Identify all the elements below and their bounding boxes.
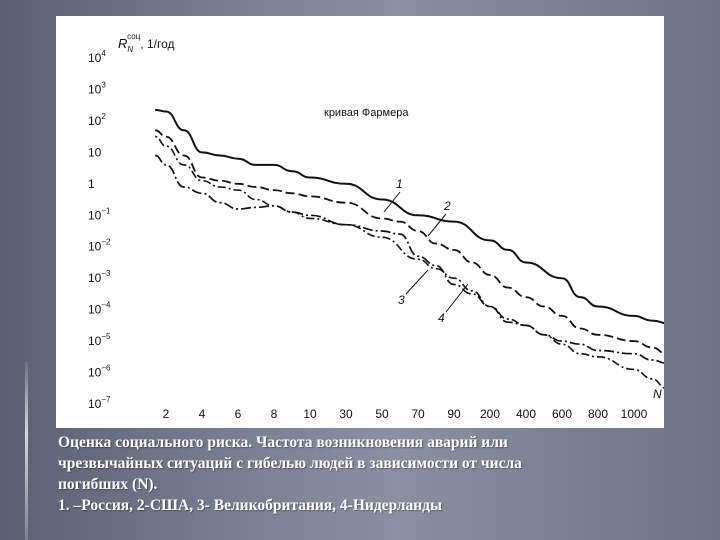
risk-chart: 10410310210110−110−210−310−410−510−610−7… — [88, 32, 664, 421]
y-tick-label: 10 — [88, 145, 102, 159]
series-label-4: 4 — [438, 311, 445, 325]
x-tick-label: 8 — [271, 407, 278, 421]
series-label-leader-4 — [445, 283, 469, 313]
caption-line-3: погибших (N). — [58, 476, 158, 493]
y-tick-label: 10−3 — [88, 269, 111, 285]
x-tick-label: 90 — [447, 407, 461, 421]
x-tick-label: 6 — [235, 407, 242, 421]
series-label-2: 2 — [443, 199, 451, 213]
x-tick-label: 600 — [552, 407, 572, 421]
x-tick-label: 30 — [339, 407, 353, 421]
series-label-leader-1 — [383, 191, 401, 213]
x-tick-label: 1000 — [621, 407, 648, 421]
y-tick-label: 10−5 — [88, 332, 111, 348]
series-label-leader-2 — [427, 213, 447, 237]
chart-panel: 104 103 102 10 1 10−1 10−2 10−3 10−4 10−5 10−6 10−7… — [56, 16, 664, 428]
y-tick-label: 10−6 — [88, 364, 111, 380]
caption: Оценка социального риска. Частота возник… — [58, 432, 708, 516]
farmer-curve-annotation: кривая Фармера — [324, 107, 409, 119]
series-line-3 — [155, 154, 664, 364]
series-line-2 — [155, 129, 664, 355]
series-line-4 — [155, 135, 664, 389]
series-label-leader-3 — [405, 269, 429, 295]
x-tick-label: 400 — [516, 407, 536, 421]
series-labels: 1 2 3 4 — [383, 177, 469, 325]
x-axis-ticks: 2 4 6 8 10 30 50 70 90 200 400 600 800 1000 — [163, 407, 648, 421]
x-tick-label: 50 — [375, 407, 389, 421]
x-tick-label: 4 — [199, 407, 206, 421]
x-tick-label: 70 — [411, 407, 425, 421]
x-axis-label: N — [653, 387, 662, 401]
series-label-1: 1 — [396, 177, 403, 191]
caption-line-4: 1. –Россия, 2-США, 3- Великобритания, 4-… — [58, 497, 443, 514]
y-axis-label: RNсоц, 1/год — [118, 32, 175, 54]
x-tick-label: 10 — [303, 407, 317, 421]
x-tick-label: 200 — [480, 407, 500, 421]
series-label-3: 3 — [398, 293, 405, 307]
series-lines — [155, 108, 664, 389]
y-tick-label: 10−7 — [88, 395, 111, 411]
x-tick-label: 800 — [588, 407, 608, 421]
x-tick-label: 2 — [163, 407, 170, 421]
series-line-1 — [155, 108, 664, 325]
y-tick-label: 10−1 — [88, 206, 111, 222]
y-tick-label: 104 — [88, 49, 106, 65]
decorative-vertical-line — [25, 362, 28, 540]
y-tick-label: 102 — [88, 112, 106, 128]
caption-line-2: чрезвычайных ситуаций с гибелью людей в … — [58, 455, 522, 472]
y-tick-label: 10−2 — [88, 238, 111, 254]
caption-line-1: Оценка социального риска. Частота возник… — [58, 434, 508, 451]
y-tick-label: 10−4 — [88, 301, 111, 317]
y-tick-label: 1 — [88, 177, 95, 191]
y-tick-label: 103 — [88, 80, 106, 96]
